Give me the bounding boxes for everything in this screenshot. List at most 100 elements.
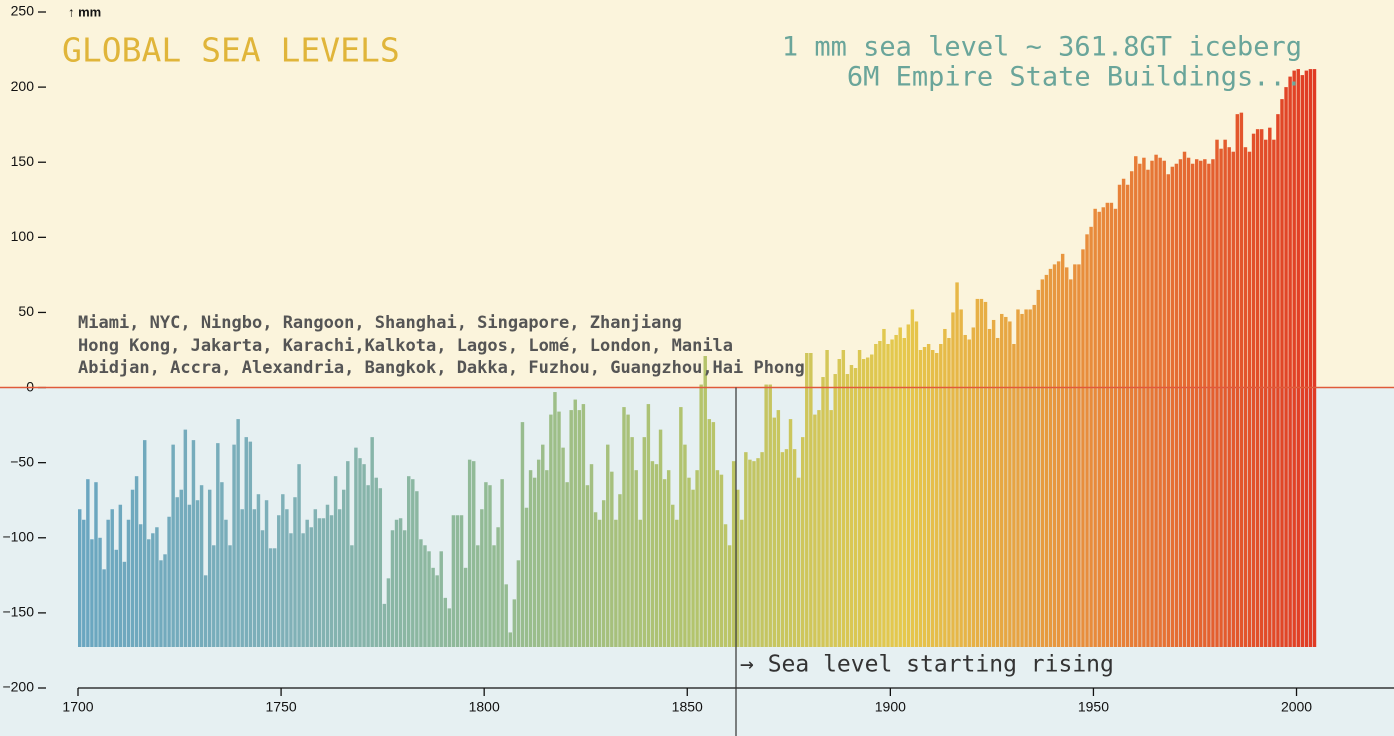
bar: [1182, 151, 1187, 647]
bar: [236, 419, 240, 647]
bar: [589, 464, 594, 647]
bar: [374, 477, 378, 647]
bar: [293, 497, 297, 647]
bar: [532, 477, 537, 647]
bar: [394, 519, 399, 647]
bar: [1085, 234, 1089, 647]
bar: [480, 509, 484, 647]
bar: [1154, 154, 1158, 647]
bar: [930, 350, 935, 647]
bar: [484, 482, 488, 647]
bar: [528, 470, 533, 647]
bar: [138, 524, 143, 647]
bar: [565, 482, 569, 647]
bar: [573, 399, 577, 647]
bar: [1227, 147, 1231, 647]
bar: [98, 537, 102, 647]
bar: [1093, 208, 1097, 647]
bar: [1056, 261, 1061, 647]
bar: [390, 530, 395, 647]
bar: [1190, 163, 1195, 648]
bar: [471, 461, 476, 647]
bar: [1138, 163, 1142, 648]
bar: [163, 554, 167, 647]
bar: [780, 452, 785, 647]
bar: [1024, 309, 1028, 647]
bar: [114, 549, 119, 647]
bar: [447, 608, 452, 647]
bar: [886, 343, 890, 647]
bar: [646, 404, 651, 647]
annotation: → Sea level starting rising: [740, 652, 1114, 678]
bar: [1113, 208, 1118, 647]
bar: [679, 407, 683, 647]
bar: [305, 519, 309, 647]
bar: [821, 377, 825, 647]
bar: [894, 334, 898, 647]
bar: [1028, 309, 1032, 647]
bar: [398, 518, 403, 647]
bar: [463, 567, 468, 647]
bar: [947, 337, 951, 647]
subtitle: 1 mm sea level ~ 361.8GT iceberg: [782, 32, 1302, 63]
bar: [829, 410, 833, 647]
bar: [601, 500, 606, 647]
y-tick-label: 150: [11, 153, 35, 169]
bar: [541, 444, 545, 647]
bar: [622, 407, 626, 647]
bar: [1231, 151, 1235, 647]
bar: [1052, 264, 1057, 647]
bar: [553, 392, 557, 647]
bar: [1207, 163, 1211, 648]
bar: [975, 298, 980, 647]
y-tick-label: −150: [2, 604, 34, 620]
bar: [337, 509, 342, 647]
bar: [736, 489, 740, 647]
city-list: Hong Kong, Jakarta, Karachi,Kalkota, Lag…: [78, 336, 733, 356]
bar: [167, 516, 171, 647]
bar: [350, 545, 354, 647]
bar: [439, 551, 443, 647]
bar: [496, 527, 500, 647]
bar: [610, 471, 614, 647]
bar: [402, 530, 407, 647]
bar: [906, 324, 911, 647]
bar: [199, 485, 204, 647]
bar: [1264, 139, 1268, 647]
bar: [618, 494, 622, 647]
bar: [630, 437, 634, 647]
bar: [845, 374, 850, 647]
bar: [935, 353, 939, 647]
bar: [102, 569, 106, 647]
bar: [512, 599, 517, 647]
bar: [203, 575, 208, 647]
bar: [723, 524, 728, 647]
x-tick-label: 1700: [62, 699, 93, 715]
bar: [467, 459, 472, 647]
bar: [569, 410, 573, 647]
bar: [1170, 166, 1175, 647]
x-tick-label: 1950: [1078, 699, 1109, 715]
bar: [979, 298, 984, 647]
bar: [110, 509, 114, 647]
bar: [1186, 157, 1191, 647]
bar: [1044, 274, 1049, 647]
bar: [415, 491, 419, 647]
bar: [1300, 75, 1305, 648]
bar: [809, 353, 813, 647]
bar: [792, 449, 797, 647]
bar: [963, 334, 967, 647]
bar: [776, 410, 781, 647]
bar: [1089, 226, 1093, 647]
bar: [1150, 160, 1154, 647]
bar: [727, 545, 732, 647]
bar: [902, 337, 906, 647]
bar: [106, 519, 110, 647]
bar: [1178, 159, 1183, 647]
bar: [443, 597, 448, 647]
bar: [626, 414, 630, 647]
bar: [813, 414, 817, 647]
bar: [699, 384, 703, 647]
bar: [711, 422, 716, 647]
bar: [451, 515, 456, 647]
